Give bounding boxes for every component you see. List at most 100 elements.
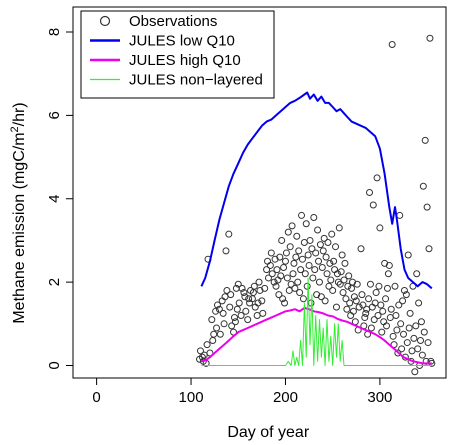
- observation-point: [266, 261, 274, 269]
- observation-point: [244, 316, 252, 324]
- observation-point: [417, 318, 425, 326]
- observation-point: [238, 284, 246, 292]
- y-axis-title-superscript: 2: [9, 126, 21, 132]
- observation-point: [358, 291, 366, 299]
- observation-point: [310, 214, 318, 222]
- observation-point: [379, 307, 387, 315]
- observation-point: [279, 295, 287, 303]
- observation-point: [321, 297, 329, 305]
- y-axis-title-main: Methane emission (mgC/m: [11, 132, 28, 323]
- observation-point: [332, 243, 340, 251]
- observation-point: [424, 339, 432, 347]
- observation-point: [259, 309, 267, 317]
- observation-point: [366, 189, 374, 196]
- observation-point: [228, 322, 236, 330]
- observation-point: [413, 270, 421, 278]
- observation-point: [233, 305, 241, 313]
- observation-point: [305, 261, 313, 269]
- y-tick-label: 4: [46, 195, 63, 203]
- observation-point: [399, 297, 407, 305]
- observation-point: [213, 324, 221, 332]
- observation-point: [231, 318, 239, 326]
- observation-point: [369, 201, 377, 209]
- observation-point: [275, 291, 283, 299]
- series-line-non-layered: [201, 277, 432, 366]
- observation-point: [345, 272, 353, 280]
- observation-point: [370, 316, 378, 324]
- observation-point: [373, 174, 381, 182]
- observation-point: [289, 270, 297, 278]
- observation-point: [215, 305, 223, 313]
- y-tick-label: 0: [46, 361, 63, 369]
- observation-point: [219, 309, 227, 317]
- model-series: [200, 91, 433, 366]
- observation-point: [418, 351, 426, 359]
- observation-point: [332, 303, 340, 311]
- observation-point: [209, 336, 217, 344]
- observation-point: [267, 249, 275, 257]
- observation-point: [285, 286, 293, 294]
- observation-point: [324, 239, 332, 247]
- observation-point: [384, 270, 392, 278]
- observation-point: [276, 253, 284, 261]
- observation-point: [298, 255, 306, 263]
- observation-point: [378, 328, 386, 336]
- legend-label: Observations: [129, 13, 217, 30]
- observation-point: [330, 257, 338, 265]
- observation-point: [318, 264, 326, 272]
- observation-point: [306, 236, 314, 244]
- observation-point: [361, 314, 369, 322]
- observation-point: [212, 307, 220, 315]
- observation-point: [389, 332, 397, 340]
- observation-point: [251, 303, 259, 311]
- observation-point: [216, 330, 224, 338]
- observation-point: [380, 318, 388, 326]
- legend: Observations JULES low Q10 JULES high Q10 J…: [80, 10, 275, 99]
- observation-point: [220, 320, 228, 328]
- observation-point: [315, 278, 323, 286]
- observation-point: [352, 297, 360, 305]
- observation-point: [340, 276, 348, 284]
- y-tick-label: 6: [46, 111, 63, 119]
- observation-point: [376, 224, 384, 232]
- observation-point: [293, 232, 301, 240]
- observation-point: [297, 266, 305, 274]
- observation-point: [423, 203, 431, 211]
- observation-point: [338, 251, 346, 259]
- observation-point: [417, 336, 425, 344]
- observation-point: [396, 211, 404, 219]
- observation-point: [255, 278, 263, 286]
- y-axis-title-unit-end: /hr): [11, 102, 28, 126]
- observation-point: [339, 289, 347, 297]
- observation-point: [425, 245, 433, 253]
- observation-point: [298, 211, 306, 219]
- observation-point: [290, 259, 298, 267]
- observation-point: [405, 324, 413, 332]
- observation-point: [415, 299, 423, 307]
- observation-point: [383, 322, 391, 330]
- x-tick-label: 0: [92, 389, 100, 406]
- observation-point: [386, 314, 394, 322]
- observation-point: [406, 309, 414, 317]
- observation-point: [367, 324, 375, 332]
- observation-point: [221, 293, 229, 301]
- observation-point: [331, 266, 339, 274]
- observation-point: [398, 345, 406, 353]
- observation-point: [270, 278, 278, 286]
- observation-point: [385, 261, 393, 269]
- x-tick-label: 200: [273, 389, 298, 406]
- observation-point: [263, 266, 271, 274]
- observation-point: [391, 282, 399, 290]
- observation-point: [245, 295, 253, 303]
- observation-point: [254, 299, 262, 307]
- observation-point: [349, 307, 357, 315]
- y-tick-label: 8: [46, 28, 63, 36]
- observation-point: [304, 251, 312, 259]
- observation-point: [196, 347, 204, 355]
- observation-point: [337, 268, 345, 276]
- observation-point: [393, 326, 401, 334]
- observation-point: [258, 297, 266, 305]
- observation-point: [287, 280, 295, 288]
- observation-point: [261, 284, 269, 292]
